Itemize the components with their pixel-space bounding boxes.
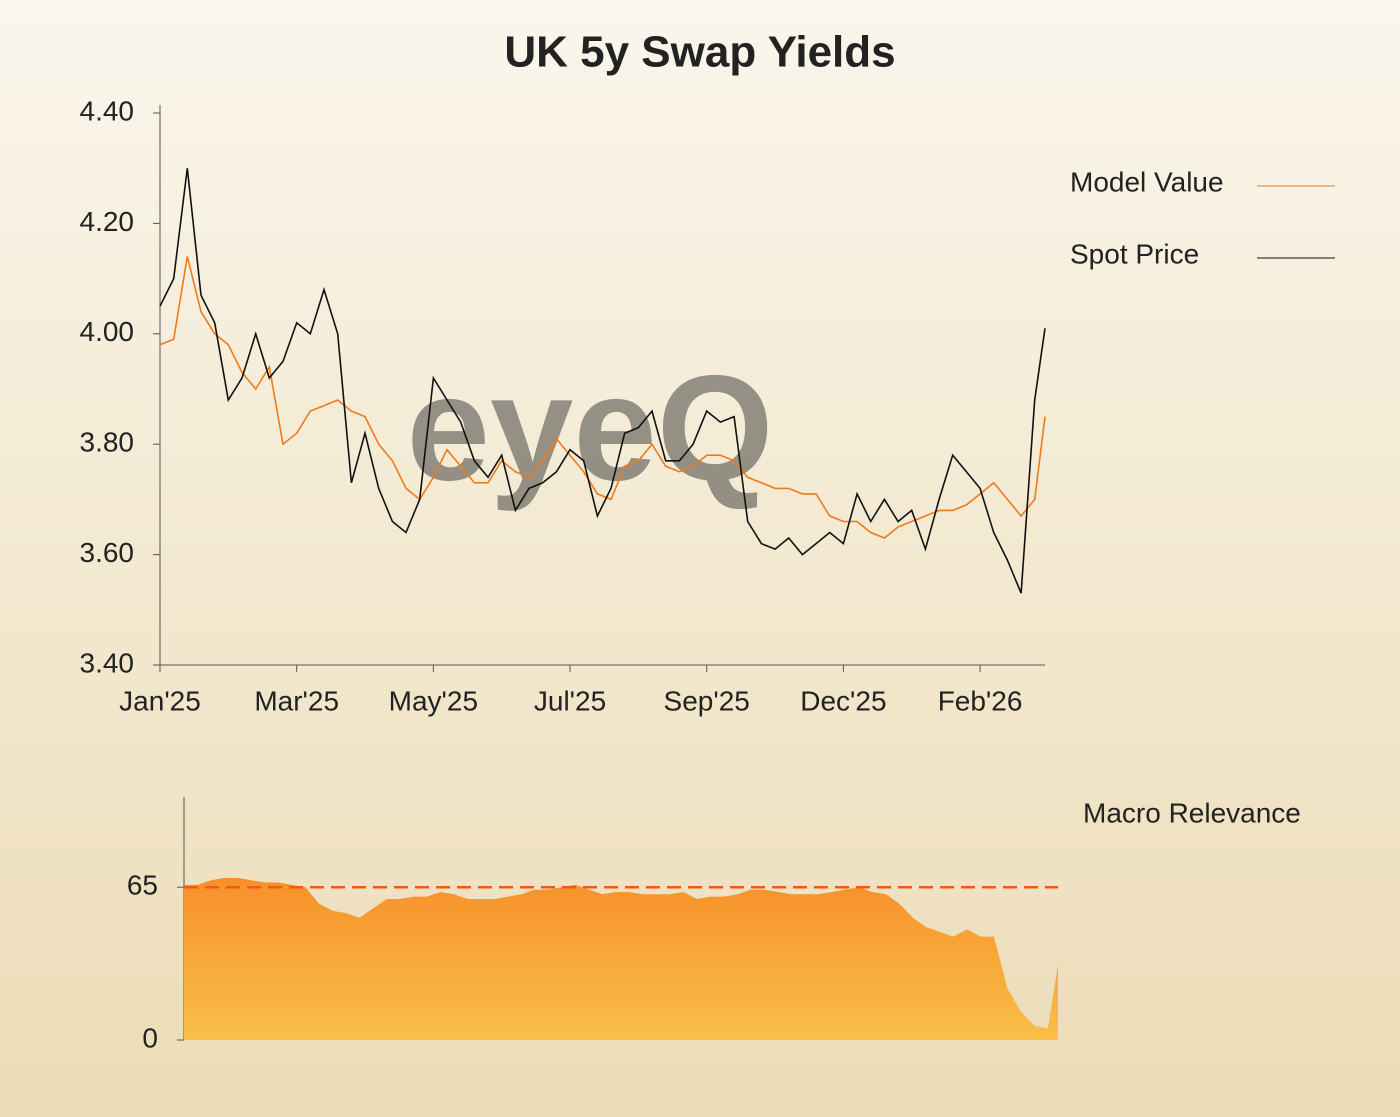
x-tick-label: Jan'25 [119, 685, 201, 716]
line-series [159, 256, 1046, 539]
y-tick-label: 65 [127, 870, 158, 901]
y-tick-label: 4.20 [80, 206, 135, 237]
y-tick-label: 3.40 [80, 647, 135, 678]
y-tick-label: 0 [142, 1022, 158, 1053]
x-tick-label: Dec'25 [800, 685, 886, 716]
y-tick-label: 4.40 [80, 95, 135, 126]
legend-label: Macro Relevance [1083, 797, 1301, 828]
x-tick-label: Jul'25 [534, 685, 606, 716]
chart-title: UK 5y Swap Yields [504, 28, 895, 77]
y-tick-label: 3.80 [80, 427, 135, 458]
x-tick-label: May'25 [389, 685, 478, 716]
line-series [159, 168, 1046, 594]
x-tick-label: Sep'25 [664, 685, 750, 716]
x-tick-label: Feb'26 [938, 685, 1023, 716]
y-tick-label: 3.60 [80, 537, 135, 568]
legend-label: Spot Price [1070, 238, 1199, 269]
area-series [184, 877, 1058, 1040]
y-tick-label: 4.00 [80, 316, 135, 347]
x-tick-label: Mar'25 [254, 685, 339, 716]
legend-label: Model Value [1070, 166, 1224, 197]
